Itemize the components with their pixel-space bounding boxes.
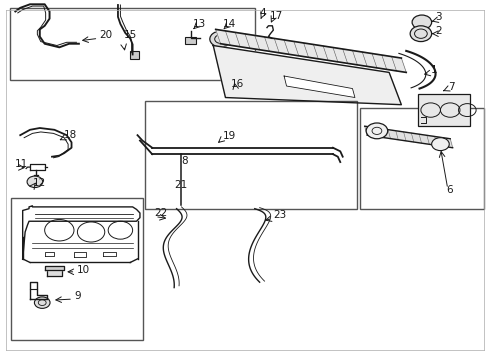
Text: 6: 6 (446, 185, 453, 194)
Circle shape (27, 176, 43, 188)
Text: 5: 5 (438, 97, 444, 107)
Text: 23: 23 (273, 210, 287, 220)
Polygon shape (213, 45, 401, 105)
Text: 4: 4 (260, 8, 266, 18)
Text: 14: 14 (223, 18, 236, 28)
Text: 3: 3 (436, 12, 442, 22)
Bar (418, 94, 470, 126)
Bar (185, 37, 196, 44)
Text: 9: 9 (74, 291, 81, 301)
Circle shape (412, 15, 432, 30)
Bar (10, 8, 255, 80)
Text: 10: 10 (76, 265, 90, 275)
Text: 13: 13 (193, 18, 206, 28)
Polygon shape (216, 30, 406, 72)
Bar (145, 101, 357, 209)
Text: 15: 15 (124, 30, 137, 40)
Bar (360, 108, 485, 209)
Text: 19: 19 (223, 131, 236, 141)
Polygon shape (284, 76, 355, 98)
Polygon shape (47, 269, 62, 276)
Text: 7: 7 (448, 82, 454, 92)
Text: 11: 11 (14, 159, 27, 170)
Text: 1: 1 (431, 65, 437, 75)
Text: 12: 12 (32, 179, 46, 188)
Text: 22: 22 (155, 208, 168, 218)
Text: 16: 16 (230, 80, 244, 90)
Circle shape (34, 297, 50, 309)
Bar (130, 51, 140, 59)
Polygon shape (45, 266, 64, 270)
Text: 20: 20 (99, 30, 113, 40)
Bar (11, 198, 144, 339)
Text: 2: 2 (436, 26, 442, 36)
Circle shape (432, 138, 449, 150)
Text: 21: 21 (174, 180, 187, 190)
Circle shape (410, 26, 432, 41)
Polygon shape (365, 126, 453, 148)
Circle shape (366, 123, 388, 139)
Text: 8: 8 (181, 156, 188, 166)
Text: 18: 18 (64, 130, 77, 140)
Circle shape (210, 31, 231, 47)
Text: 17: 17 (270, 11, 283, 21)
